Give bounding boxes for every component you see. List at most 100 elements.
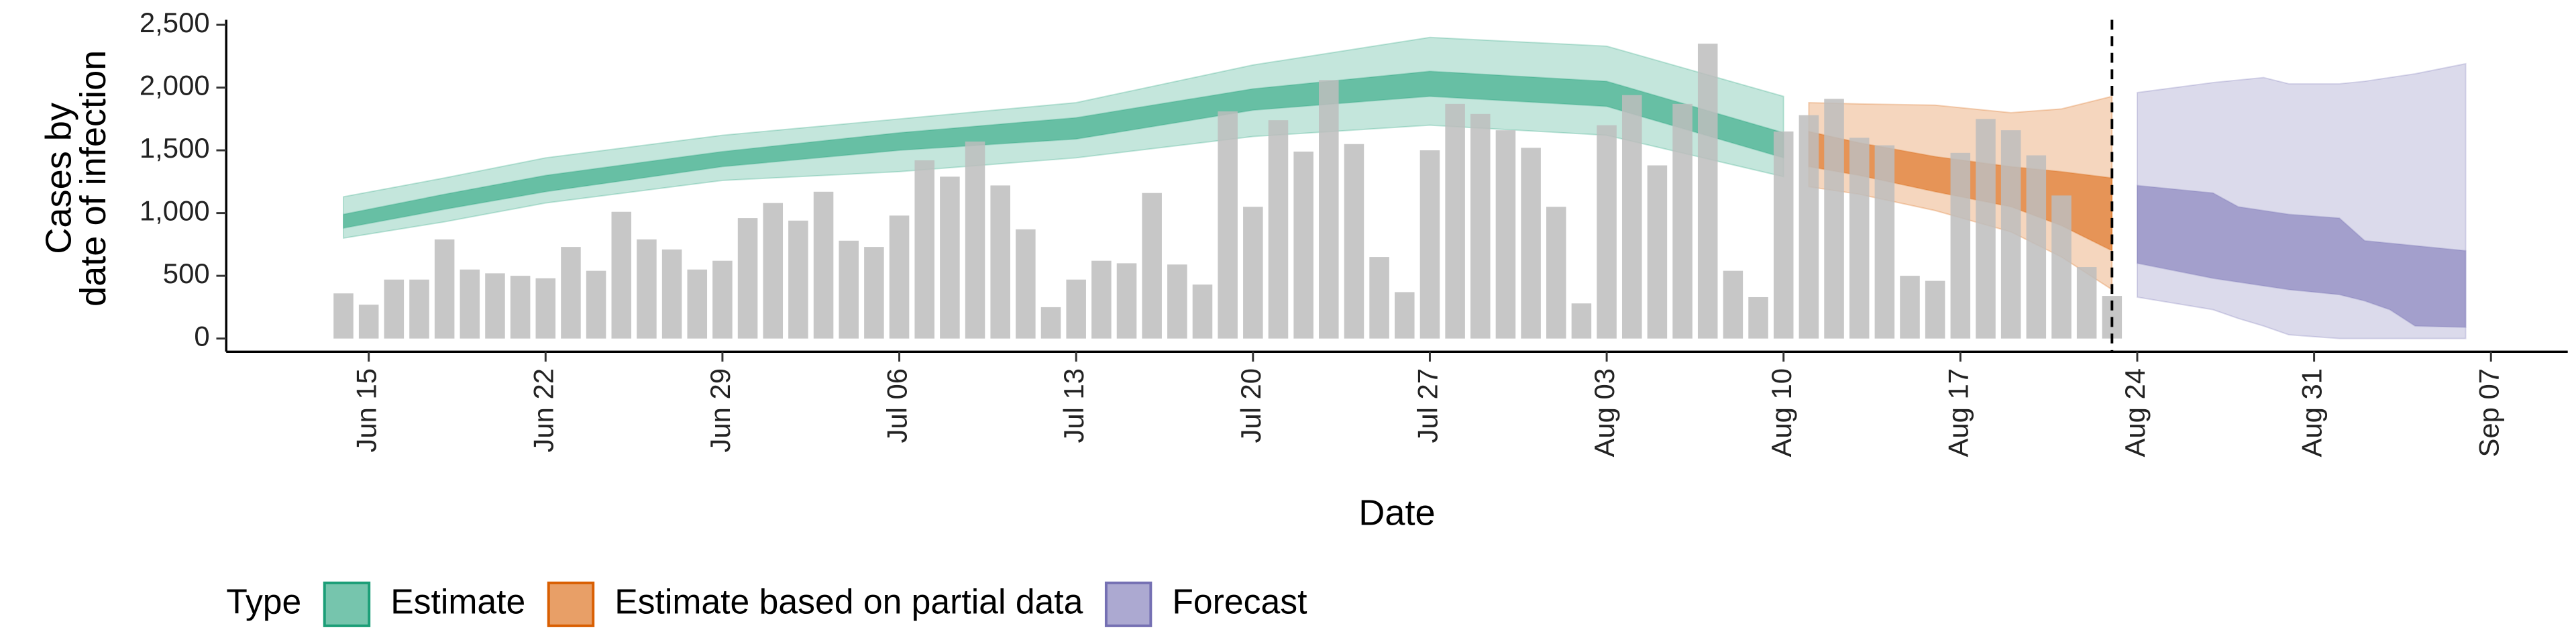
bar [1874, 145, 1895, 339]
bar [1495, 130, 1516, 339]
bar [333, 293, 354, 339]
legend-swatch [323, 581, 371, 627]
bar [384, 279, 405, 339]
bar [1773, 131, 1794, 339]
bar [1040, 307, 1061, 339]
bar [1192, 284, 1213, 339]
legend-label: Estimate based on partial data [614, 582, 1083, 621]
bar [1470, 113, 1491, 339]
bar [1597, 125, 1617, 339]
bar [485, 273, 505, 339]
bar [1142, 193, 1162, 339]
bar [1319, 80, 1339, 339]
x-tick-label: Jul 27 [1411, 368, 1443, 443]
bar [990, 185, 1010, 339]
bar [965, 141, 985, 339]
bar [1950, 152, 1971, 339]
y-tick-label: 0 [194, 321, 209, 352]
bar [1369, 257, 1389, 339]
bar [611, 211, 632, 339]
bar [1395, 292, 1415, 339]
x-tick-label: Jul 20 [1235, 368, 1267, 443]
legend-label: Estimate [390, 582, 525, 621]
bar [1621, 95, 1642, 339]
bar [358, 305, 379, 339]
y-axis-title: date of infection [73, 50, 113, 307]
x-tick-label: Sep 07 [2473, 368, 2504, 458]
legend-label: Forecast [1172, 582, 1307, 621]
x-axis-title: Date [1358, 492, 1435, 533]
bar [661, 249, 682, 339]
bar [1521, 148, 1541, 339]
bar [510, 276, 531, 339]
bar [737, 218, 758, 339]
bar [1066, 279, 1086, 339]
bar [1243, 207, 1263, 339]
y-tick-label: 500 [163, 258, 210, 289]
x-tick-label: Jul 06 [881, 368, 913, 443]
legend-swatch [547, 581, 595, 627]
bar [788, 220, 808, 339]
bar [460, 269, 480, 339]
x-tick-label: Aug 10 [1766, 368, 1797, 458]
legend-title: Type [226, 582, 301, 621]
bar [2026, 155, 2047, 339]
bar [1445, 103, 1465, 339]
bar [1419, 150, 1440, 339]
bar [940, 176, 960, 339]
bar [1268, 120, 1289, 339]
bar [1697, 44, 1718, 339]
bar [2051, 195, 2072, 339]
bar [1723, 270, 1743, 339]
bar [1925, 280, 1945, 339]
bar [1218, 111, 1238, 339]
x-tick-label: Aug 17 [1942, 368, 1974, 458]
legend-swatch [1104, 581, 1152, 627]
ribbon-50 [2136, 184, 2467, 328]
bar [813, 191, 834, 339]
bar [1672, 103, 1693, 339]
x-tick-label: Jun 22 [527, 368, 559, 453]
bar [712, 260, 733, 339]
x-tick-label: Aug 03 [1589, 368, 1620, 458]
bar [1748, 297, 1768, 339]
bar [889, 215, 910, 339]
y-tick-label: 2,500 [140, 7, 210, 38]
bar [1546, 207, 1566, 339]
y-tick-label: 1,500 [140, 132, 210, 164]
bar [1293, 151, 1313, 339]
bar [434, 239, 455, 339]
bar [1799, 115, 1819, 339]
bar [1016, 229, 1036, 339]
bar [1167, 264, 1187, 339]
bar [1647, 165, 1668, 339]
x-tick-label: Jun 15 [351, 368, 382, 453]
x-tick-label: Aug 24 [2119, 368, 2151, 458]
bar [2000, 130, 2021, 339]
bar [535, 278, 556, 339]
bar [914, 160, 934, 339]
bar [839, 240, 859, 339]
bar [864, 247, 884, 339]
bar [586, 270, 606, 339]
bar [1849, 138, 1870, 339]
plot-area [333, 36, 2467, 339]
bar [1976, 119, 1996, 339]
y-tick-label: 2,000 [140, 70, 210, 101]
bar [561, 247, 581, 339]
y-tick-label: 1,000 [140, 195, 210, 227]
bar [1116, 263, 1137, 339]
bar [763, 203, 784, 339]
y-axis-title: Cases by [38, 103, 78, 254]
bar [1571, 303, 1592, 339]
bar [1824, 99, 1844, 339]
x-tick-label: Jul 13 [1058, 368, 1089, 443]
bar [1091, 260, 1112, 339]
bar [637, 239, 657, 339]
bar [1344, 144, 1364, 339]
bar [687, 269, 708, 339]
bar [409, 279, 429, 339]
x-tick-label: Aug 31 [2296, 368, 2328, 458]
